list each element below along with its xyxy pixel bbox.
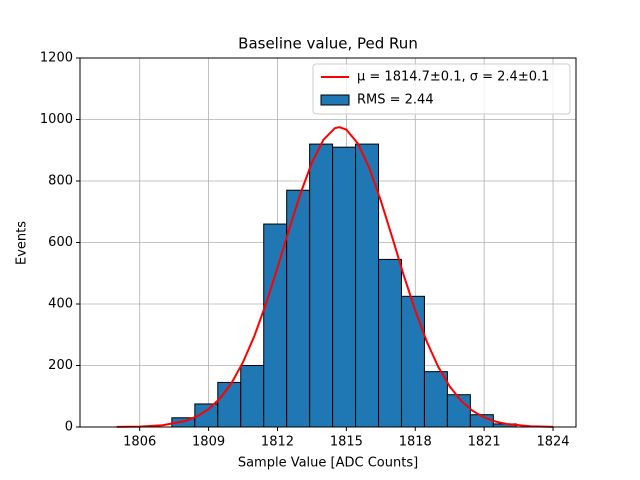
x-tick-label: 1818 <box>399 435 432 450</box>
histogram-bar <box>332 146 357 428</box>
x-tick-label: 1821 <box>468 435 501 450</box>
y-tick-label: 800 <box>48 174 73 189</box>
y-axis-label: Events <box>15 221 30 265</box>
histogram-bar <box>217 381 242 428</box>
chart-title: Baseline value, Ped Run <box>238 35 418 53</box>
legend-label: RMS = 2.44 <box>357 93 434 108</box>
histogram-bar <box>400 295 425 428</box>
x-tick-label: 1815 <box>330 435 363 450</box>
x-axis-label: Sample Value [ADC Counts] <box>238 456 418 471</box>
x-tick-label: 1812 <box>261 435 294 450</box>
x-tick-label: 1809 <box>192 435 225 450</box>
histogram-bar <box>378 258 402 428</box>
x-tick-label: 1806 <box>123 435 156 450</box>
histogram-bar <box>309 143 334 428</box>
y-tick-label: 400 <box>48 297 73 312</box>
legend-swatch <box>320 94 350 106</box>
y-tick-label: 200 <box>48 358 73 373</box>
y-tick-label: 0 <box>65 420 73 435</box>
histogram-bar <box>263 223 288 428</box>
y-tick-label: 1000 <box>40 112 73 127</box>
y-tick-label: 1200 <box>40 51 73 66</box>
legend-label: μ = 1814.7±0.1, σ = 2.4±0.1 <box>357 70 549 85</box>
legend-box <box>312 63 571 115</box>
y-tick-label: 600 <box>48 235 73 250</box>
fit-line <box>116 126 554 428</box>
histogram-bar <box>240 365 265 428</box>
x-tick-label: 1824 <box>536 435 569 450</box>
histogram-bar <box>423 371 448 428</box>
